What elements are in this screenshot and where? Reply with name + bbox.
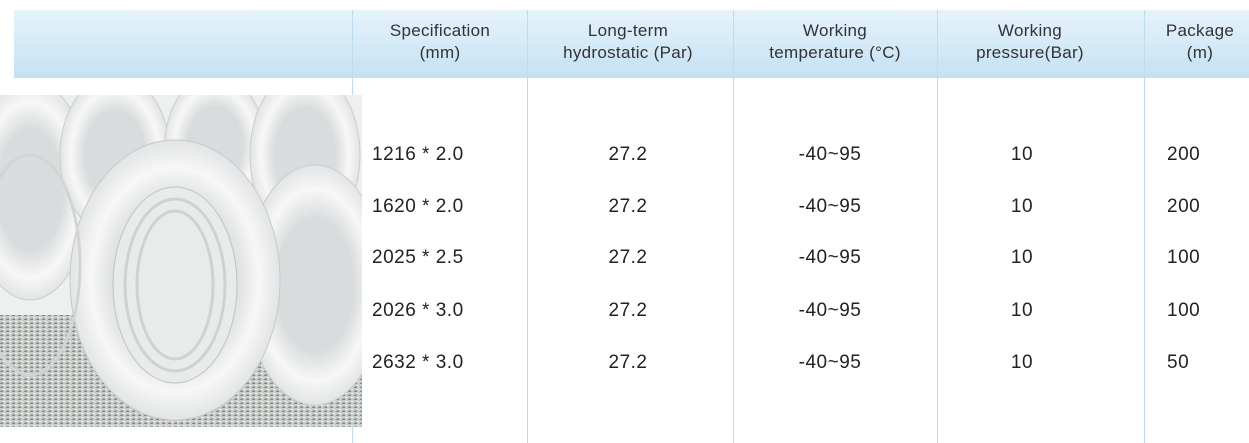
column-header: Long-term hydrostatic (Par) [528,20,728,64]
table-cell: 10 [1011,196,1033,218]
table-cell: 2026 * 3.0 [372,300,464,322]
table-cell: -40~95 [799,247,862,269]
column-header: Package (m) [1100,20,1249,64]
table-cell: 10 [1011,300,1033,322]
table-cell: -40~95 [799,300,862,322]
table-cell: 27.2 [609,144,648,166]
column-separator [527,10,528,443]
table-cell: 10 [1011,144,1033,166]
pipe-coil-image [0,95,362,427]
header-line: Specification [340,20,540,42]
table-cell: -40~95 [799,196,862,218]
column-separator [1144,10,1145,443]
table-cell: 10 [1011,352,1033,374]
table-cell: 1216 * 2.0 [372,144,464,166]
table-cell: 1620 * 2.0 [372,196,464,218]
table-cell: 50 [1167,352,1189,374]
header-line: (mm) [340,42,540,64]
column-separator [937,10,938,443]
column-header: Working temperature (°C) [735,20,935,64]
column-separator [733,10,734,443]
header-line: temperature (°C) [735,42,935,64]
table-cell: 100 [1167,247,1200,269]
table-cell: -40~95 [799,352,862,374]
header-line: (m) [1100,42,1249,64]
header-line: Long-term [528,20,728,42]
table-cell: 2632 * 3.0 [372,352,464,374]
table-cell: -40~95 [799,144,862,166]
table-cell: 27.2 [609,352,648,374]
table-cell: 100 [1167,300,1200,322]
table-cell: 2025 * 2.5 [372,247,464,269]
header-line: hydrostatic (Par) [528,42,728,64]
table-cell: 10 [1011,247,1033,269]
table-cell: 200 [1167,196,1200,218]
header-line: Working [735,20,935,42]
header-line: Package [1100,20,1249,42]
table-cell: 27.2 [609,300,648,322]
page: {"table": { "headers": [ ["Specification… [0,0,1249,443]
column-header: Specification (mm) [340,20,540,64]
table-cell: 27.2 [609,196,648,218]
table-cell: 27.2 [609,247,648,269]
table-cell: 200 [1167,144,1200,166]
